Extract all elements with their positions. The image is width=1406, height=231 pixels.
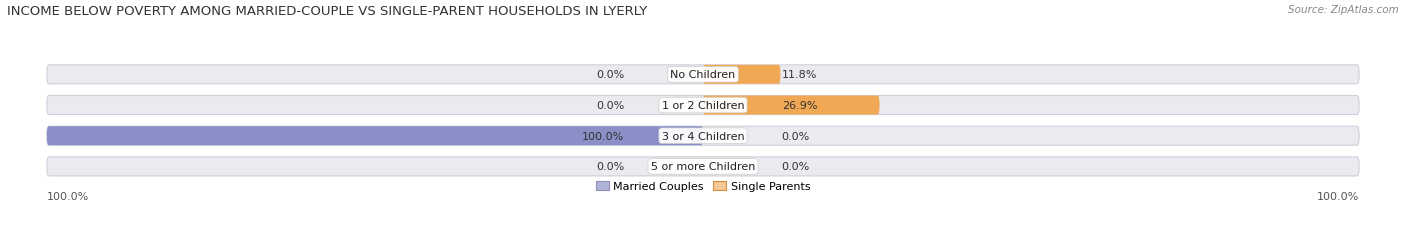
Legend: Married Couples, Single Parents: Married Couples, Single Parents <box>596 181 810 191</box>
FancyBboxPatch shape <box>46 127 1360 146</box>
Text: No Children: No Children <box>671 70 735 80</box>
Text: 5 or more Children: 5 or more Children <box>651 162 755 172</box>
Text: 11.8%: 11.8% <box>782 70 817 80</box>
Text: 100.0%: 100.0% <box>1317 191 1360 201</box>
Text: 100.0%: 100.0% <box>46 191 89 201</box>
Text: 100.0%: 100.0% <box>582 131 624 141</box>
Text: 0.0%: 0.0% <box>782 131 810 141</box>
FancyBboxPatch shape <box>46 66 1360 85</box>
Text: 0.0%: 0.0% <box>596 70 624 80</box>
Text: 3 or 4 Children: 3 or 4 Children <box>662 131 744 141</box>
FancyBboxPatch shape <box>46 96 1360 115</box>
FancyBboxPatch shape <box>703 96 880 115</box>
FancyBboxPatch shape <box>703 66 780 85</box>
Text: 0.0%: 0.0% <box>596 162 624 172</box>
Text: Source: ZipAtlas.com: Source: ZipAtlas.com <box>1288 5 1399 15</box>
FancyBboxPatch shape <box>46 127 703 146</box>
Text: 26.9%: 26.9% <box>782 100 817 111</box>
Text: 1 or 2 Children: 1 or 2 Children <box>662 100 744 111</box>
FancyBboxPatch shape <box>46 157 1360 176</box>
Text: 0.0%: 0.0% <box>596 100 624 111</box>
Text: INCOME BELOW POVERTY AMONG MARRIED-COUPLE VS SINGLE-PARENT HOUSEHOLDS IN LYERLY: INCOME BELOW POVERTY AMONG MARRIED-COUPL… <box>7 5 647 18</box>
Text: 0.0%: 0.0% <box>782 162 810 172</box>
